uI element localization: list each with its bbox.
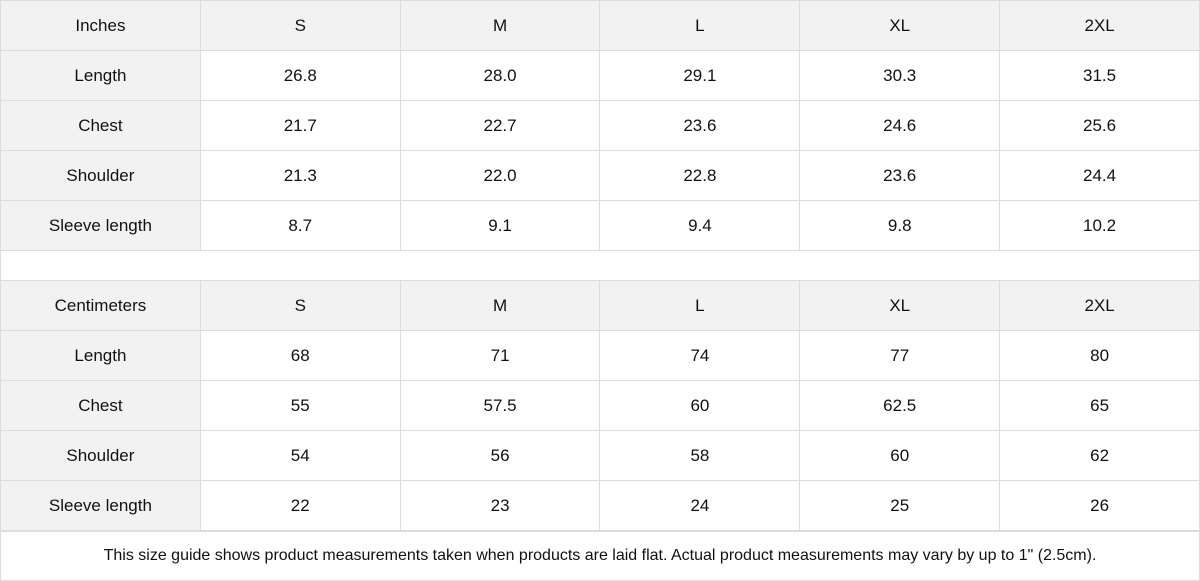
unit-header: Inches [0,0,201,51]
measurement-value: 22.8 [599,150,801,201]
table-row: Shoulder 54 56 58 60 62 [0,430,1200,481]
size-header: 2XL [999,0,1200,51]
measurement-value: 10.2 [999,200,1200,251]
measurement-value: 22.0 [399,150,601,201]
header-row: Inches S M L XL 2XL [0,0,1200,51]
table-row: Sleeve length 8.7 9.1 9.4 9.8 10.2 [0,200,1200,251]
measurement-value: 58 [599,430,801,481]
unit-header: Centimeters [0,280,201,331]
measurement-label: Length [0,50,201,101]
size-header: 2XL [999,280,1200,331]
measurement-value: 21.3 [199,150,401,201]
table-row: Length 68 71 74 77 80 [0,330,1200,381]
table-row: Shoulder 21.3 22.0 22.8 23.6 24.4 [0,150,1200,201]
measurement-value: 26.8 [199,50,401,101]
measurement-value: 21.7 [199,100,401,151]
size-header: M [399,280,601,331]
measurement-value: 71 [399,330,601,381]
table-row: Sleeve length 22 23 24 25 26 [0,480,1200,531]
measurement-value: 62 [999,430,1200,481]
measurement-value: 56 [399,430,601,481]
table-row: Chest 55 57.5 60 62.5 65 [0,380,1200,431]
size-header: S [199,0,401,51]
measurement-value: 54 [199,430,401,481]
measurement-value: 68 [199,330,401,381]
measurement-value: 25.6 [999,100,1200,151]
measurement-value: 80 [999,330,1200,381]
measurement-label: Sleeve length [0,480,201,531]
measurement-value: 57.5 [399,380,601,431]
measurement-value: 28.0 [399,50,601,101]
measurement-value: 25 [799,480,1001,531]
size-header: L [599,0,801,51]
size-header: S [199,280,401,331]
measurement-value: 23 [399,480,601,531]
size-header: XL [799,280,1001,331]
measurement-value: 29.1 [599,50,801,101]
size-guide-note: This size guide shows product measuremen… [0,531,1200,581]
measurement-label: Length [0,330,201,381]
measurement-value: 9.4 [599,200,801,251]
measurement-value: 74 [599,330,801,381]
table-row: Length 26.8 28.0 29.1 30.3 31.5 [0,50,1200,101]
size-header: XL [799,0,1001,51]
inches-table: Inches S M L XL 2XL Length 26.8 28.0 29.1 30.3 31.5… [0,0,1200,251]
measurement-value: 31.5 [999,50,1200,101]
measurement-value: 9.1 [399,200,601,251]
measurement-value: 24.6 [799,100,1001,151]
measurement-value: 26 [999,480,1200,531]
measurement-value: 23.6 [799,150,1001,201]
measurement-value: 30.3 [799,50,1001,101]
measurement-label: Shoulder [0,150,201,201]
measurement-value: 60 [799,430,1001,481]
measurement-value: 8.7 [199,200,401,251]
measurement-value: 77 [799,330,1001,381]
measurement-value: 22 [199,480,401,531]
measurement-value: 24.4 [999,150,1200,201]
measurement-value: 55 [199,380,401,431]
table-row: Chest 21.7 22.7 23.6 24.6 25.6 [0,100,1200,151]
table-spacer [0,251,1200,280]
measurement-value: 62.5 [799,380,1001,431]
centimeters-table: Centimeters S M L XL 2XL Length 68 71 74 77 80 Chest… [0,280,1200,531]
measurement-label: Chest [0,380,201,431]
measurement-label: Sleeve length [0,200,201,251]
measurement-value: 9.8 [799,200,1001,251]
measurement-value: 24 [599,480,801,531]
size-header: M [399,0,601,51]
measurement-value: 60 [599,380,801,431]
size-header: L [599,280,801,331]
measurement-label: Chest [0,100,201,151]
measurement-value: 22.7 [399,100,601,151]
measurement-label: Shoulder [0,430,201,481]
measurement-value: 65 [999,380,1200,431]
header-row: Centimeters S M L XL 2XL [0,280,1200,331]
measurement-value: 23.6 [599,100,801,151]
